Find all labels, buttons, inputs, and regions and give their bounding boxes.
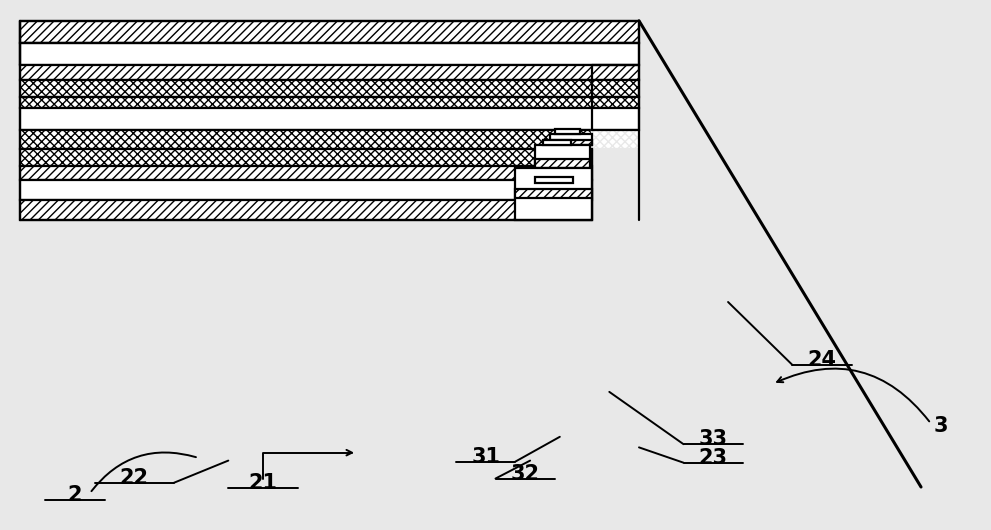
Text: 32: 32 <box>510 464 540 484</box>
Bar <box>550 140 593 145</box>
Bar <box>21 200 593 220</box>
Bar <box>535 177 573 182</box>
Bar <box>515 168 593 220</box>
Text: 24: 24 <box>808 350 836 370</box>
Bar <box>21 165 593 180</box>
Bar <box>543 140 571 145</box>
Bar <box>21 43 639 65</box>
Text: 23: 23 <box>699 448 727 468</box>
Bar <box>555 129 580 135</box>
Bar <box>593 130 639 149</box>
Text: 31: 31 <box>471 447 500 467</box>
Text: 3: 3 <box>934 416 948 436</box>
Bar <box>21 80 639 97</box>
Bar <box>21 108 639 130</box>
Bar <box>535 159 590 168</box>
Text: 22: 22 <box>120 468 149 488</box>
Text: 33: 33 <box>699 429 727 449</box>
Bar <box>21 21 639 43</box>
Bar <box>21 97 639 108</box>
Bar <box>21 149 593 165</box>
Bar <box>21 130 593 149</box>
Text: 21: 21 <box>249 473 277 493</box>
Bar <box>550 135 593 145</box>
Bar <box>515 189 593 198</box>
Bar <box>535 145 590 168</box>
Bar <box>21 65 639 80</box>
Bar <box>21 180 593 200</box>
Text: 2: 2 <box>67 485 82 505</box>
